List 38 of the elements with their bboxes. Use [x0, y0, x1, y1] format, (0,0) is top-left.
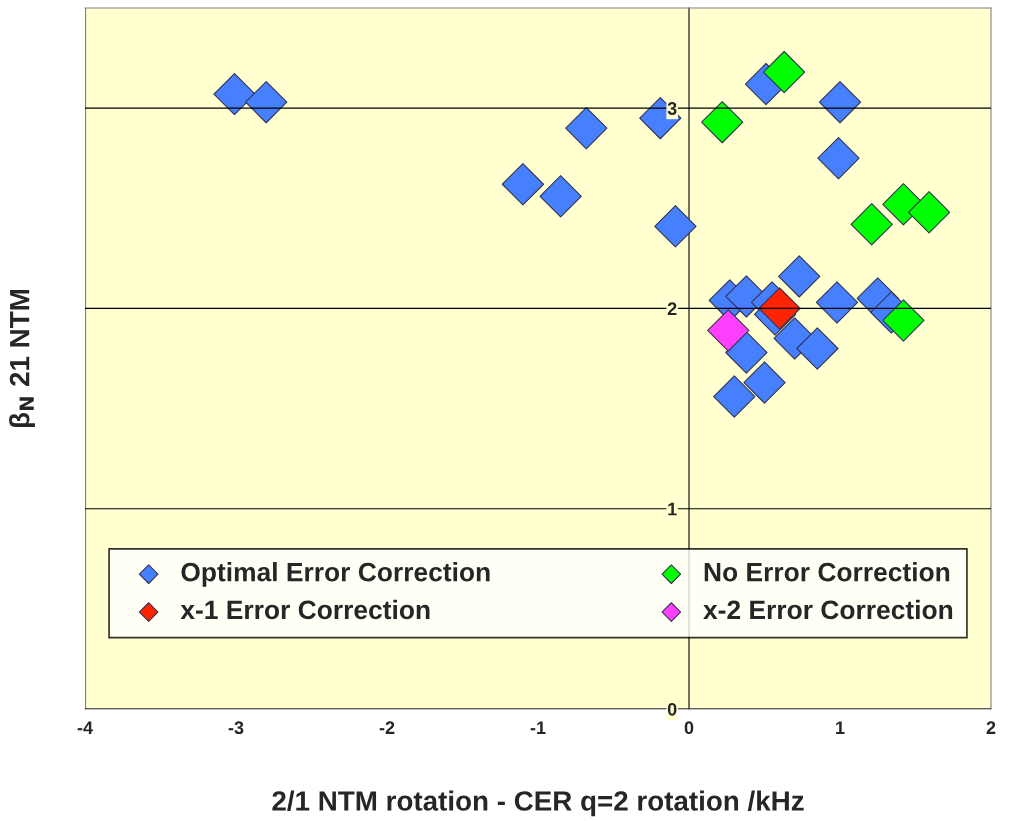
point — [245, 80, 288, 124]
y-tick-label: 3 — [667, 102, 677, 115]
point — [815, 281, 859, 324]
point — [713, 375, 756, 418]
legend-label: No Error Correction — [704, 562, 950, 582]
legend-label: x-1 Error Correction — [180, 599, 430, 620]
legend-label: x-2 Error Correction — [703, 599, 953, 620]
x-tick-label: -1 — [530, 721, 546, 734]
point — [796, 327, 839, 370]
x-tick-label: 1 — [836, 721, 845, 734]
x-tick-label: -2 — [379, 721, 395, 734]
point — [725, 331, 768, 374]
point — [213, 72, 256, 116]
x-tick-label: 2 — [986, 721, 996, 734]
x-tick-label: -4 — [77, 721, 93, 734]
point — [501, 163, 545, 206]
x-tick-label: 0 — [684, 721, 694, 735]
y-tick-label: 0 — [667, 702, 677, 716]
y-axis-title: β$_{N}$ 21 NTM — [9, 290, 35, 427]
point — [565, 107, 608, 150]
point — [907, 191, 951, 234]
point — [758, 287, 801, 330]
legend-label: Optimal Error Correction — [181, 562, 490, 587]
y-tick-label: 2 — [667, 302, 677, 315]
x-axis-title: 2/1 NTM rotation - CER q=2 rotation /kHz — [272, 790, 804, 817]
point — [778, 255, 821, 298]
point — [882, 299, 925, 342]
point — [818, 80, 862, 124]
x-tick-label: -3 — [228, 721, 244, 735]
point — [701, 101, 744, 144]
point — [539, 175, 582, 218]
point — [762, 50, 806, 94]
point — [743, 361, 786, 404]
point — [654, 205, 697, 248]
point — [817, 137, 860, 180]
point — [850, 203, 893, 246]
y-tick-label: 1 — [668, 502, 677, 516]
point — [707, 309, 750, 352]
